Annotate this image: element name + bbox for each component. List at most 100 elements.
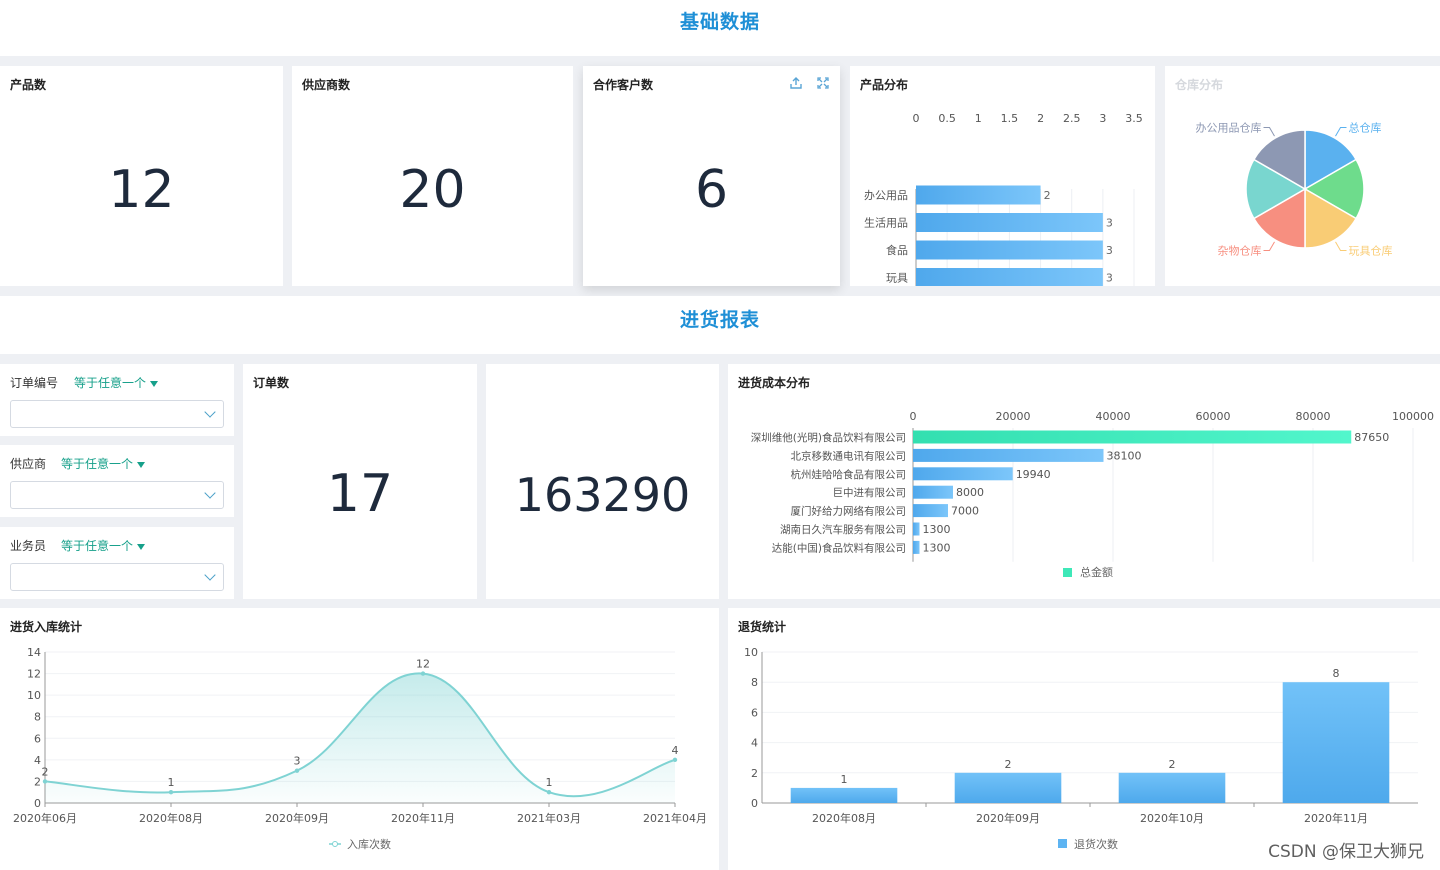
y-tick-label: 8 [751,676,758,689]
x-tick-label: 2 [1037,112,1044,125]
x-tick-label: 2021年03月 [517,811,581,825]
series-line [44,672,676,798]
x-tick-label: 2020年09月 [265,811,329,825]
x-tick-label: 40000 [1096,410,1131,423]
data-label: 1 [546,776,553,789]
filter-label: 业务员 [10,539,47,553]
bar [913,485,953,499]
card-title: 退货统计 [738,620,787,634]
y-tick-label: 10 [27,689,41,702]
legend-label: 退货次数 [1074,837,1118,851]
card-title: 进货入库统计 [10,620,83,634]
pie-label: 杂物仓库 [1218,243,1262,257]
returns-card: 退货统计 0 2 4 6 8 10 1 2020年08月 2 2020年09月 2 2020年10月 8… [728,608,1440,870]
pie-slice [1303,158,1365,220]
card-title: 进货成本分布 [738,376,811,390]
y-tick-label: 0 [34,797,41,810]
x-tick-label: 3 [1099,112,1106,125]
filter-operator-label: 等于任意一个 [61,457,134,471]
pie-slice [1252,129,1306,191]
y-tick-label: 巨中进有限公司 [833,486,907,499]
pie-slice [1245,158,1307,220]
data-label: 12 [416,658,430,671]
inbound-card: 进货入库统计 0 2 4 6 8 10 12 14 2 2020年06月 1 2020年08月 3 202… [0,608,719,870]
y-tick-label: 0 [751,797,758,810]
y-tick-label: 8 [34,711,41,724]
pie-label: 办公用品仓库 [1196,121,1262,135]
y-tick-label: 湖南日久汽车服务有限公司 [780,523,906,536]
pie-label-line [1263,127,1275,137]
section-title-purchase: 进货报表 [0,296,1440,354]
card-title: 仓库分布 [1175,78,1224,92]
caret-down-icon [137,461,146,468]
data-label: 1 [168,776,175,789]
returns-bar-chart: 0 2 4 6 8 10 1 2020年08月 2 2020年09月 2 2020年10月 8 2020年… [744,646,1418,851]
filter-operator-dropdown[interactable]: 等于任意一个 [74,374,159,391]
x-tick-label: 0.5 [938,112,956,125]
x-tick-label: 2.5 [1063,112,1081,125]
y-tick-label: 4 [34,754,41,767]
supplier-select[interactable] [10,481,224,509]
pie-label: 总仓库 [1349,121,1382,135]
data-label: 7000 [951,505,979,518]
y-tick-label: 杭州娃哈哈食品有限公司 [791,468,907,481]
y-tick-label: 10 [744,646,758,659]
x-tick-label: 2020年06月 [13,811,77,825]
y-tick-label: 6 [751,706,758,719]
filter-label: 供应商 [10,457,47,471]
watermark: CSDN @保卫大狮兄 [1268,842,1424,862]
filter-operator-label: 等于任意一个 [61,539,134,553]
filter-order-no: 订单编号 等于任意一个 [0,364,234,436]
warehouse-dist-card: 仓库分布 总仓库玩具仓库 杂物仓库 办公用品仓库 [1165,66,1440,286]
cost-dist-card: 进货成本分布 0 20000 40000 60000 80000 100000 深圳维他(光… [728,364,1440,599]
bar [913,430,1352,444]
stat-value: 20 [399,160,466,220]
salesman-select[interactable] [10,563,224,591]
caret-down-icon [137,543,146,550]
data-label: 3 [294,755,301,768]
card-title: 产品数 [10,78,47,92]
y-tick-label: 办公用品 [864,189,908,202]
inbound-line-chart: 0246810121422020年06月12020年08月32020年09月12… [13,646,707,851]
x-tick-label: 60000 [1196,410,1231,423]
x-tick-label: 100000 [1392,410,1434,423]
pie-label: 玩具仓库 [1349,243,1393,257]
product-dist-chart: 00.511.522.533.5办公用品2生活用品3食品3玩具3杂物1 [864,112,1143,286]
y-tick-label: 2 [34,775,41,788]
stat-card-amount: 163290 [486,364,719,599]
section-title-basic: 基础数据 [0,0,1440,56]
data-point [294,768,300,773]
y-tick-label: 4 [751,737,758,750]
fullscreen-icon[interactable] [816,76,830,90]
stat-card-customers: 合作客户数 6 [583,66,840,286]
y-tick-label: 玩具 [886,272,908,285]
bar [913,540,920,554]
bar [1118,772,1226,803]
stat-card-products: 产品数 12 [0,66,283,286]
bar [913,504,948,518]
legend-swatch-point [332,841,338,847]
export-icon[interactable] [789,76,803,90]
filter-supplier: 供应商 等于任意一个 [0,445,234,517]
data-label: 19940 [1016,468,1051,481]
x-tick-label: 3.5 [1125,112,1143,125]
data-label: 2 [42,765,49,778]
filter-operator-dropdown[interactable]: 等于任意一个 [61,455,146,472]
data-label: 8000 [956,486,984,499]
data-label: 1300 [923,523,951,536]
legend-swatch [1058,839,1067,848]
data-label: 3 [1106,244,1113,257]
data-label: 1300 [923,541,951,554]
legend-swatch [1063,568,1072,577]
chevron-down-icon [204,406,216,418]
order-no-select[interactable] [10,400,224,428]
filter-label: 订单编号 [10,376,59,390]
data-point [42,779,48,784]
data-label: 2 [1169,758,1176,771]
x-tick-label: 1 [975,112,982,125]
card-title: 订单数 [253,376,290,390]
bar [913,448,1104,462]
cost-dist-chart: 0 20000 40000 60000 80000 100000 深圳维他(光明)食品饮料有… [751,410,1434,579]
filter-operator-dropdown[interactable]: 等于任意一个 [61,537,146,554]
